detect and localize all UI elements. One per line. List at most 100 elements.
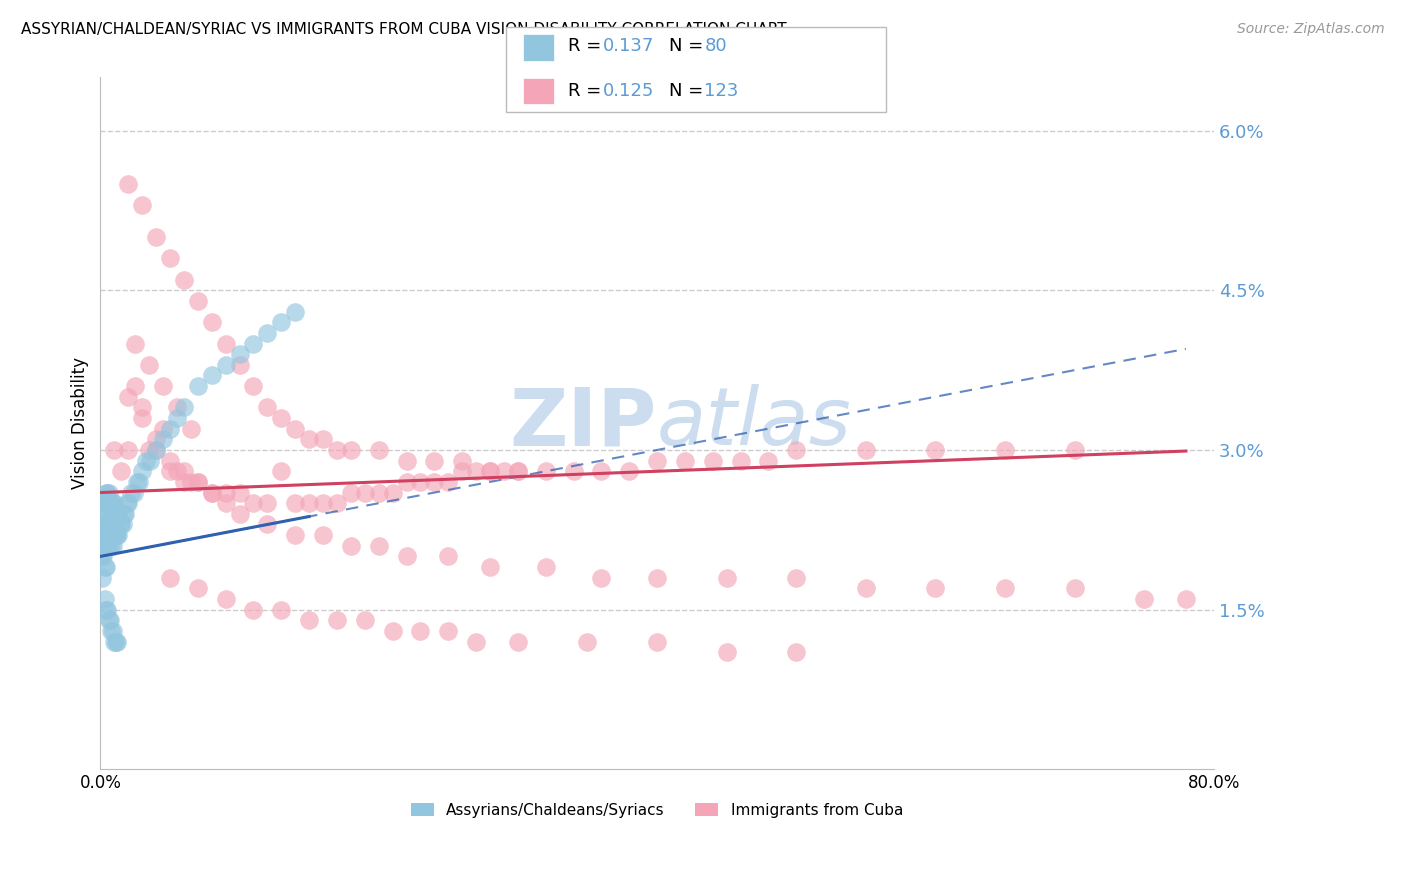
Point [180,475,202,489]
Point [117,442,139,457]
Point [105,634,128,648]
Point [228,485,250,500]
Point [138,358,160,372]
Point [104,528,127,542]
Point [90,549,112,564]
Point [256,517,278,532]
Point [479,560,502,574]
Point [423,475,446,489]
Point [479,464,502,478]
Point [270,464,292,478]
Point [173,475,195,489]
Point [298,613,321,627]
Point [173,273,195,287]
Point [270,411,292,425]
Point [122,485,145,500]
Point [93,528,115,542]
Point [409,475,432,489]
Text: 80: 80 [704,37,727,55]
Point [152,379,174,393]
Point [395,475,418,489]
Point [103,517,125,532]
Point [284,422,307,436]
Point [1063,442,1085,457]
Point [96,496,118,510]
Point [451,453,474,467]
Text: 123: 123 [704,82,738,100]
Point [994,442,1017,457]
Point [298,433,321,447]
Point [326,442,349,457]
Point [90,539,112,553]
Point [131,464,153,478]
Point [93,592,115,607]
Point [145,433,167,447]
Text: N =: N = [669,37,709,55]
Point [91,517,114,532]
Point [367,485,389,500]
Point [785,645,807,659]
Point [381,624,404,638]
Point [506,464,529,478]
Point [645,453,668,467]
Point [101,539,124,553]
Point [124,336,146,351]
Point [437,624,460,638]
Point [187,475,209,489]
Point [298,496,321,510]
Point [91,528,114,542]
Text: 0.125: 0.125 [603,82,655,100]
Point [214,592,236,607]
Point [107,507,129,521]
Point [112,507,135,521]
Point [94,602,117,616]
Point [201,315,224,329]
Point [94,496,117,510]
Point [242,336,264,351]
Point [465,464,488,478]
Point [562,464,585,478]
Point [104,634,127,648]
Point [145,442,167,457]
Point [855,582,877,596]
Text: N =: N = [669,82,709,100]
Point [125,475,148,489]
Point [214,358,236,372]
Point [395,453,418,467]
Point [437,549,460,564]
Point [159,571,181,585]
Point [103,496,125,510]
Point [201,368,224,383]
Point [506,464,529,478]
Point [97,485,120,500]
Point [100,624,122,638]
Point [242,496,264,510]
Point [506,634,529,648]
Point [131,198,153,212]
Point [228,358,250,372]
Point [645,571,668,585]
Point [340,442,363,457]
Point [423,453,446,467]
Point [855,442,877,457]
Point [100,517,122,532]
Point [110,464,132,478]
Point [451,464,474,478]
Point [673,453,696,467]
Point [284,304,307,318]
Point [103,528,125,542]
Point [591,571,613,585]
Point [101,517,124,532]
Point [716,645,738,659]
Point [381,485,404,500]
Point [166,464,188,478]
Point [103,634,125,648]
Point [730,453,752,467]
Point [90,571,112,585]
Point [716,571,738,585]
Legend: Assyrians/Chaldeans/Syriacs, Immigrants from Cuba: Assyrians/Chaldeans/Syriacs, Immigrants … [405,797,910,824]
Point [645,634,668,648]
Point [159,252,181,266]
Point [98,507,121,521]
Text: 0.137: 0.137 [603,37,655,55]
